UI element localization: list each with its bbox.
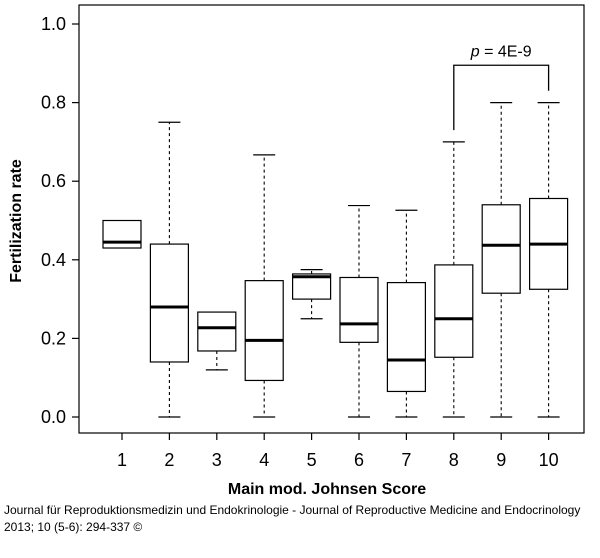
y-tick-label: 0.8 (41, 93, 66, 113)
x-axis: 1 2 3 4 5 6 7 8 9 10 (117, 433, 559, 470)
plot-frame (78, 4, 585, 434)
x-tick-label: 6 (354, 450, 364, 470)
caption-line-1: Journal für Reproduktionsmedizin und End… (4, 503, 581, 517)
bracket (453, 64, 550, 131)
box (149, 243, 189, 363)
box-group-2 (149, 121, 189, 418)
journal-caption: Journal für Reproduktionsmedizin und End… (4, 502, 600, 536)
x-tick-label: 4 (259, 450, 269, 470)
x-tick-label: 1 (117, 450, 127, 470)
box (197, 311, 237, 352)
box (386, 281, 426, 393)
y-axis-title: Fertilization rate (8, 159, 25, 283)
box (339, 276, 379, 343)
y-axis: 0.0 0.2 0.4 0.6 0.8 1.0 (41, 14, 79, 427)
x-tick-label: 7 (401, 450, 411, 470)
y-tick-label: 0.4 (41, 250, 66, 270)
box-group-6 (339, 204, 379, 418)
box (434, 264, 474, 358)
x-tick-label: 9 (496, 450, 506, 470)
box-group-1 (102, 219, 142, 249)
x-tick-label: 8 (449, 450, 459, 470)
x-axis-title: Main mod. Johnsen Score (228, 481, 426, 498)
p-value-label: p = 4E-9 (470, 43, 532, 60)
y-tick-label: 1.0 (41, 14, 66, 34)
box-group-3 (197, 311, 237, 371)
box-group-5 (292, 269, 332, 320)
box-group-8 (434, 141, 474, 418)
p-value: = 4E-9 (480, 43, 532, 60)
y-tick-label: 0.6 (41, 171, 66, 191)
x-tick-label: 10 (539, 450, 559, 470)
box-group-9 (481, 101, 521, 418)
box (481, 204, 521, 294)
box-group-7 (386, 209, 426, 418)
caption-line-2: 2013; 10 (5-6): 294-337 © (4, 520, 143, 534)
box-group-10 (528, 101, 569, 418)
box (102, 219, 142, 249)
boxplot-chart: 0.00.20.40.60.81.0 1 2 3 4 5 6 7 8 9 10 p = 4E-9 … (8, 4, 585, 498)
p-symbol: p (470, 43, 480, 60)
x-tick-label: 2 (164, 450, 174, 470)
box (244, 280, 284, 382)
y-tick-label: 0.0 (41, 407, 66, 427)
x-tick-label: 5 (307, 450, 317, 470)
x-tick-label: 3 (212, 450, 222, 470)
box-group-4 (244, 154, 284, 418)
boxes (102, 101, 569, 418)
y-tick-label: 0.2 (41, 328, 66, 348)
significance-annotation: p = 4E-9 (453, 43, 550, 131)
